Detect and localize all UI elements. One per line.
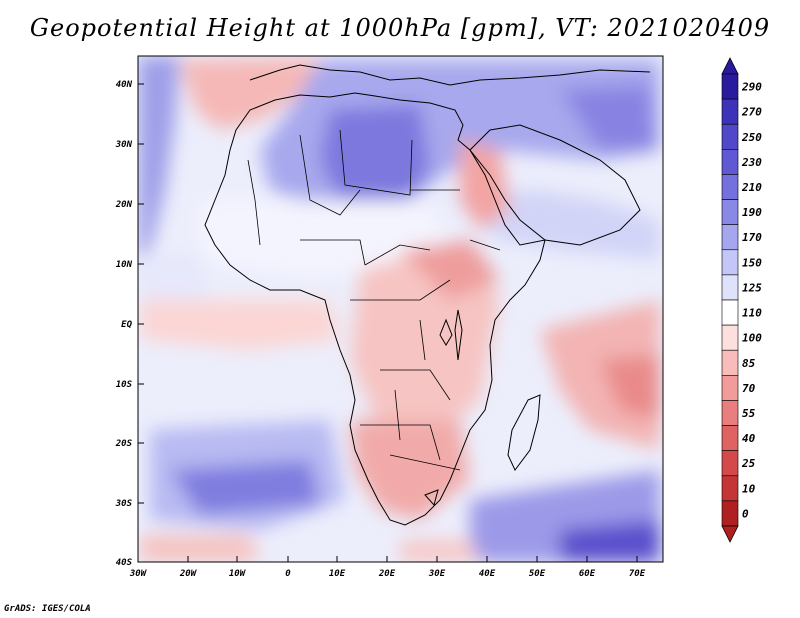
color-bar-swatch	[721, 324, 739, 351]
longitude-labels: 30W 20W 10W 0 10E 20E 30E 40E 50E 60E 70…	[129, 569, 646, 579]
color-bar-swatch	[721, 98, 739, 125]
lon-label: 10E	[329, 569, 346, 579]
color-bar-swatch	[721, 450, 739, 477]
lat-label: 30S	[115, 499, 133, 509]
color-bar-bottom-arrow	[721, 525, 739, 543]
color-bar-label: 85	[742, 357, 756, 370]
latitude-labels: 40N 30N 20N 10N EQ 10S 20S 30S 40S	[115, 80, 133, 568]
color-bar-label: 100	[742, 332, 762, 345]
lon-label: 10W	[229, 569, 247, 579]
color-bar-label: 150	[742, 256, 762, 269]
grads-credit: GrADS: IGES/COLA	[4, 604, 91, 614]
lon-label: 70E	[629, 569, 646, 579]
color-bar-swatch	[721, 199, 739, 225]
color-bar-swatch	[721, 224, 739, 251]
color-bar-swatch	[721, 73, 739, 100]
color-bar-label: 40	[742, 432, 756, 445]
color-bar-swatch	[721, 500, 739, 527]
color-bar-swatch	[721, 349, 739, 376]
lat-label: EQ	[121, 320, 132, 330]
color-bar-swatch	[721, 425, 739, 451]
color-bar-swatch	[721, 400, 739, 426]
color-bar-label: 230	[741, 156, 762, 169]
color-bar-swatch	[721, 475, 739, 502]
color-bar: 2902702502302101901701501251101008570554…	[721, 57, 762, 543]
country-borders	[247, 129, 501, 471]
color-bar-swatch	[721, 123, 739, 150]
lon-label: 0	[285, 569, 291, 579]
color-bar-label: 290	[741, 81, 762, 94]
lat-label: 10N	[116, 260, 133, 270]
coastlines	[204, 64, 651, 526]
color-bar-swatch	[721, 149, 739, 175]
color-bar-label: 0	[742, 507, 749, 520]
lat-label: 40S	[116, 558, 133, 568]
lat-label: 20N	[115, 200, 133, 210]
lat-label: 10S	[116, 380, 133, 390]
color-bar-label: 70	[742, 382, 756, 395]
lat-label: 30N	[115, 140, 133, 150]
lon-label: 20W	[179, 569, 198, 579]
color-bar-swatch	[721, 375, 739, 401]
color-bar-swatch	[721, 299, 739, 326]
height-field	[138, 56, 663, 562]
lon-label: 30E	[428, 569, 446, 579]
color-bar-label: 10	[742, 482, 756, 495]
color-bar-label: 55	[742, 407, 756, 420]
lon-label: 50E	[529, 569, 546, 579]
color-bar-label: 25	[741, 457, 756, 470]
color-bar-label: 110	[742, 307, 762, 320]
axis-ticks	[138, 83, 638, 562]
color-bar-label: 210	[741, 181, 762, 194]
color-bar-label: 125	[742, 281, 762, 294]
color-bar-swatch	[721, 174, 739, 200]
map-frame	[137, 55, 664, 563]
color-bar-label: 270	[741, 106, 762, 119]
color-bar-top-arrow	[721, 57, 739, 75]
color-bar-label: 250	[741, 131, 762, 144]
lon-label: 60E	[579, 569, 596, 579]
color-bar-label: 170	[742, 231, 762, 244]
lat-label: 40N	[116, 80, 133, 90]
lon-label: 40E	[479, 569, 496, 579]
map-title: Geopotential Height at 1000hPa [gpm], VT…	[29, 14, 771, 42]
color-bar-swatch	[721, 274, 739, 301]
lat-label: 20S	[115, 439, 133, 449]
color-bar-swatch	[721, 249, 739, 276]
lon-label: 30W	[129, 569, 148, 579]
color-bar-label: 190	[742, 206, 762, 219]
lon-label: 20E	[378, 569, 396, 579]
